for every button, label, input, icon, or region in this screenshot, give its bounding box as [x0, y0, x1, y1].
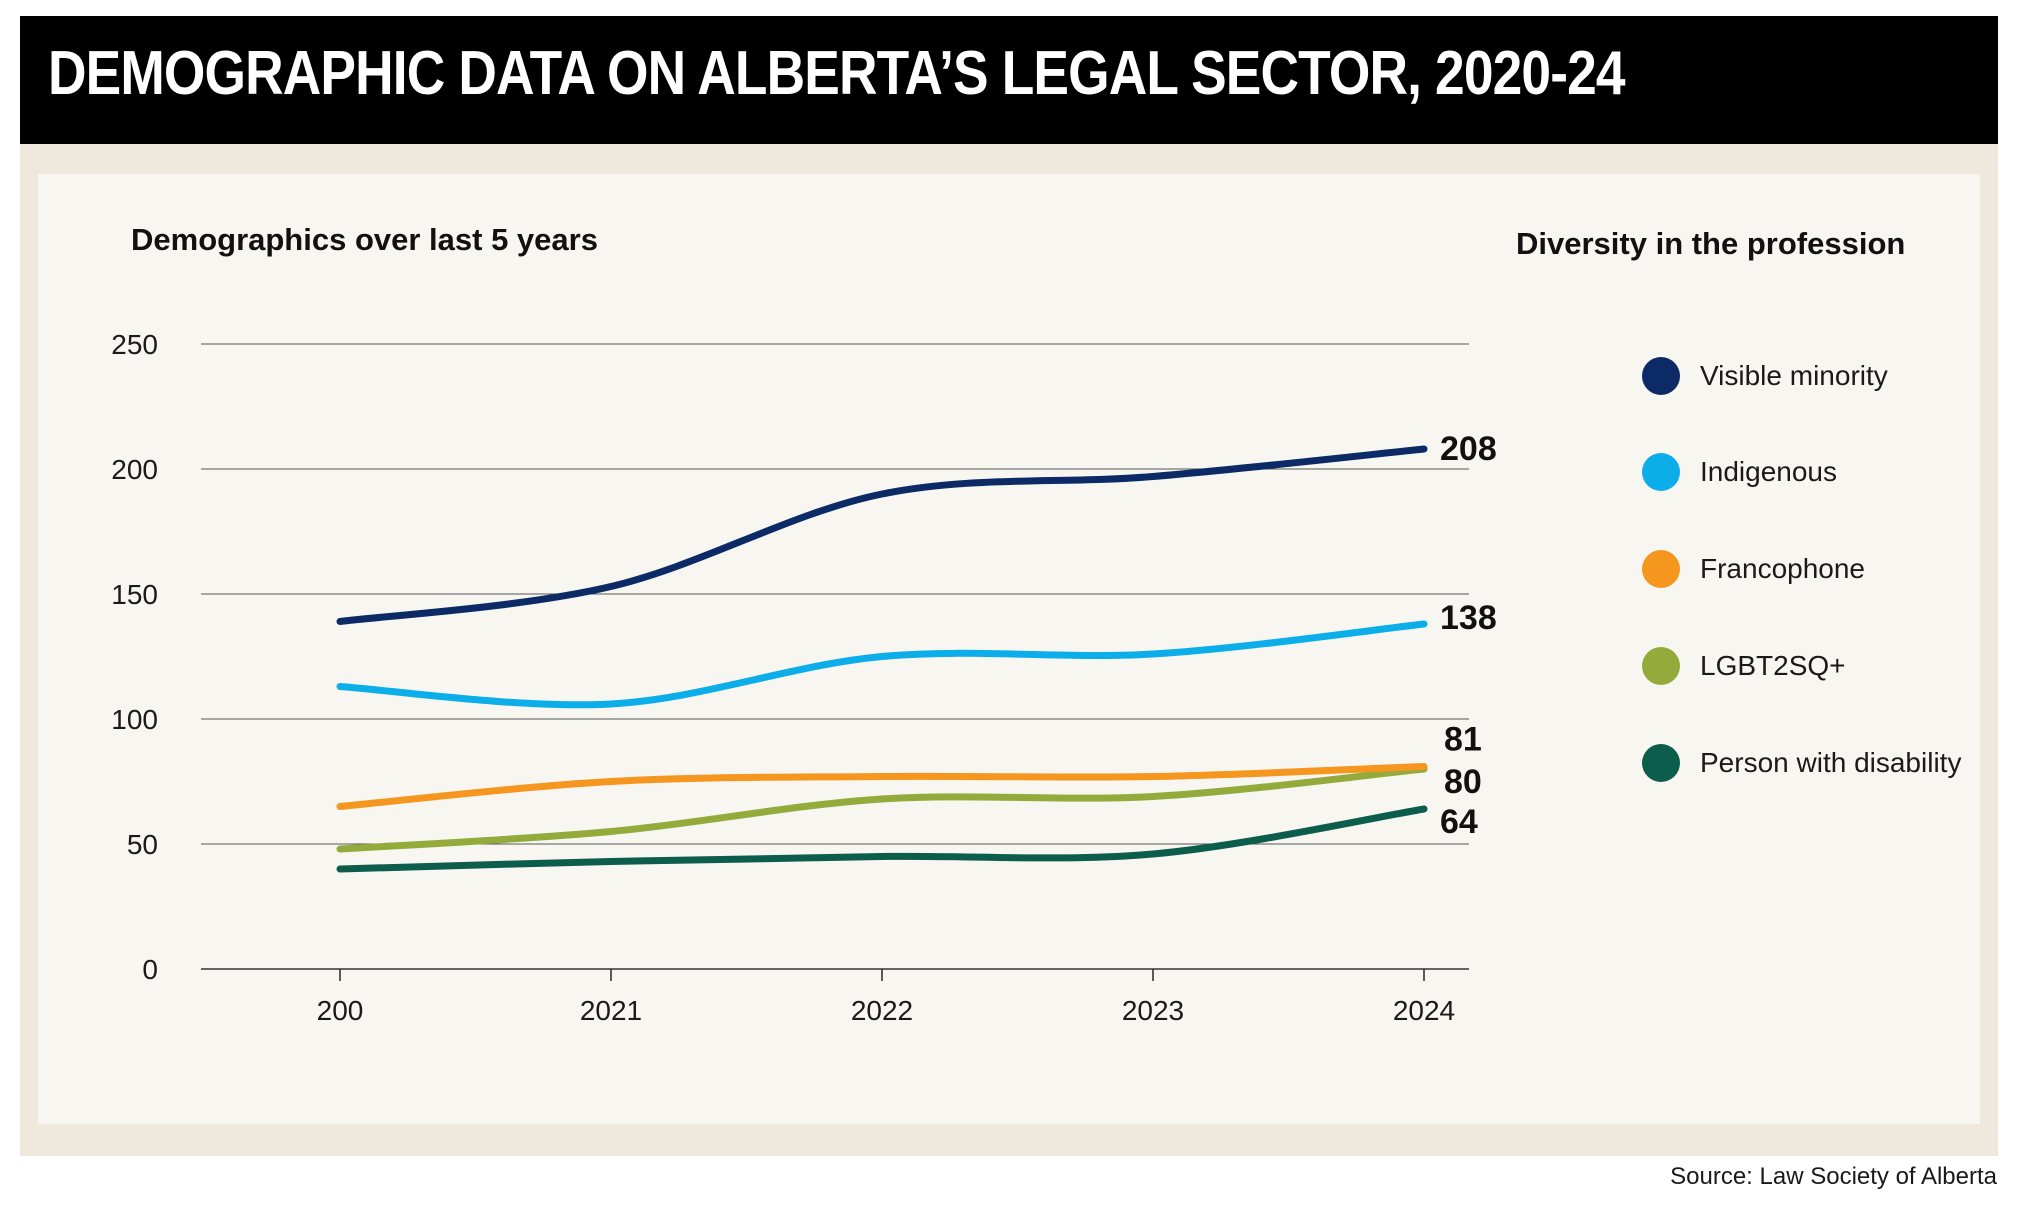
x-tick-label: 2021: [580, 995, 642, 1026]
legend-item-indigenous: Indigenous: [1642, 450, 1837, 494]
legend-swatch: [1642, 357, 1680, 395]
series-line: [336, 620, 1428, 709]
y-tick-label: 50: [127, 829, 158, 860]
data-label: 81: [1444, 721, 1482, 759]
chart-title: Demographics over last 5 years: [131, 222, 598, 257]
chart-area: Demographics over last 5 years Diversity…: [38, 174, 1980, 1124]
y-tick-label: 150: [111, 579, 158, 610]
legend-swatch: [1642, 744, 1680, 782]
legend-swatch: [1642, 647, 1680, 685]
series-line: [336, 765, 1428, 853]
legend-title: Diversity in the profession: [1516, 226, 1906, 261]
y-tick-label: 200: [111, 454, 158, 485]
page-title: DEMOGRAPHIC DATA ON ALBERTA’S LEGAL SECT…: [48, 39, 1626, 108]
source-note: Source: Law Society of Alberta: [1670, 1163, 1997, 1190]
legend-label: Visible minority: [1700, 360, 1888, 391]
x-tick-label: 200: [317, 995, 364, 1026]
series-line: [336, 805, 1428, 873]
legend-item-visible-minority: Visible minority: [1642, 354, 1888, 398]
x-tick-label: 2023: [1122, 995, 1184, 1026]
y-tick-label: 100: [111, 704, 158, 735]
series-line: [336, 763, 1428, 810]
data-label: 138: [1440, 599, 1497, 637]
legend-label: Indigenous: [1700, 456, 1838, 487]
data-label: 208: [1440, 430, 1497, 468]
title-bar: DEMOGRAPHIC DATA ON ALBERTA’S LEGAL SECT…: [20, 16, 1998, 144]
series-line: [336, 445, 1428, 625]
x-tick-label: 2024: [1393, 995, 1455, 1026]
legend-swatch: [1642, 550, 1680, 588]
legend-swatch: [1642, 453, 1680, 491]
line-chart: 0 50 100 150 200 250 200 2021 2022 2023 2024 208 138…: [111, 329, 1497, 1026]
legend-label: Francophone: [1700, 553, 1866, 584]
legend-label: Person with disability: [1700, 747, 1962, 778]
x-tick-label: 2022: [851, 995, 913, 1026]
y-tick-label: 250: [111, 329, 158, 360]
legend-label: LGBT2SQ+: [1700, 650, 1846, 681]
legend-item-francophone: Francophone: [1642, 547, 1865, 591]
legend-item-lgbt2sq: LGBT2SQ+: [1642, 644, 1846, 688]
chart-panel: Demographics over last 5 years Diversity…: [20, 144, 1998, 1156]
y-tick-label: 0: [142, 954, 158, 985]
legend-item-person-with-disability: Person with disability: [1642, 741, 1961, 785]
data-label: 80: [1444, 763, 1482, 801]
data-label: 64: [1440, 803, 1478, 841]
